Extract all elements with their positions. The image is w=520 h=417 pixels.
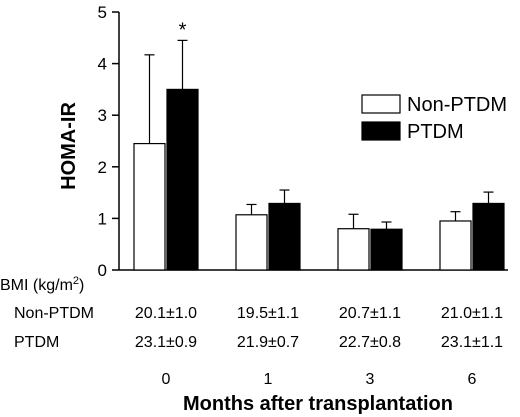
y-tick-label: 2 <box>98 158 107 177</box>
bmi-table: BMI (kg/m2) Non-PTDM 20.1±1.0 19.5±1.1 20.7±… <box>0 275 503 415</box>
bmi-value: 21.9±0.7 <box>237 334 299 351</box>
bmi-value: 22.7±0.8 <box>339 334 401 351</box>
y-tick-label: 5 <box>98 3 107 22</box>
bmi-value: 20.1±1.0 <box>135 305 197 322</box>
legend-swatch-ptdm <box>361 121 401 141</box>
bmi-value: 23.1±1.1 <box>441 334 503 351</box>
legend-label-non-ptdm: Non-PTDM <box>407 94 507 116</box>
legend-swatch-non-ptdm <box>361 94 401 114</box>
bar-non-ptdm-0 <box>133 142 166 271</box>
bmi-value: 19.5±1.1 <box>237 305 299 322</box>
bmi-value: 20.7±1.1 <box>339 305 401 322</box>
bar-ptdm-0 <box>166 88 199 271</box>
x-category-label: 1 <box>264 371 273 388</box>
bar-non-ptdm-6 <box>439 220 472 271</box>
bmi-value: 23.1±0.9 <box>135 334 197 351</box>
bar-ptdm-6 <box>472 202 505 271</box>
bmi-value: 21.0±1.1 <box>441 305 503 322</box>
legend-label-ptdm: PTDM <box>407 121 464 143</box>
x-category-label: 6 <box>468 371 477 388</box>
significance-marker: * <box>179 19 187 41</box>
bmi-header: BMI (kg/m2) <box>0 275 84 294</box>
legend: Non-PTDM PTDM <box>361 94 507 143</box>
y-tick-label: 4 <box>98 55 107 74</box>
y-tick-label: 0 <box>98 261 107 280</box>
bars: * <box>133 19 505 271</box>
bar-non-ptdm-1 <box>235 214 268 271</box>
y-tick-label: 1 <box>98 209 107 228</box>
y-axis-title: HOMA-IR <box>58 102 80 190</box>
bmi-row-label: Non-PTDM <box>14 305 94 322</box>
bar-non-ptdm-3 <box>337 228 370 271</box>
x-axis-title: Months after transplantation <box>183 393 453 415</box>
x-category-label: 3 <box>366 371 375 388</box>
bar-ptdm-1 <box>268 202 301 271</box>
bar-ptdm-3 <box>370 228 403 271</box>
x-category-label: 0 <box>162 371 171 388</box>
y-tick-label: 3 <box>98 106 107 125</box>
bmi-row-label: PTDM <box>14 334 59 351</box>
